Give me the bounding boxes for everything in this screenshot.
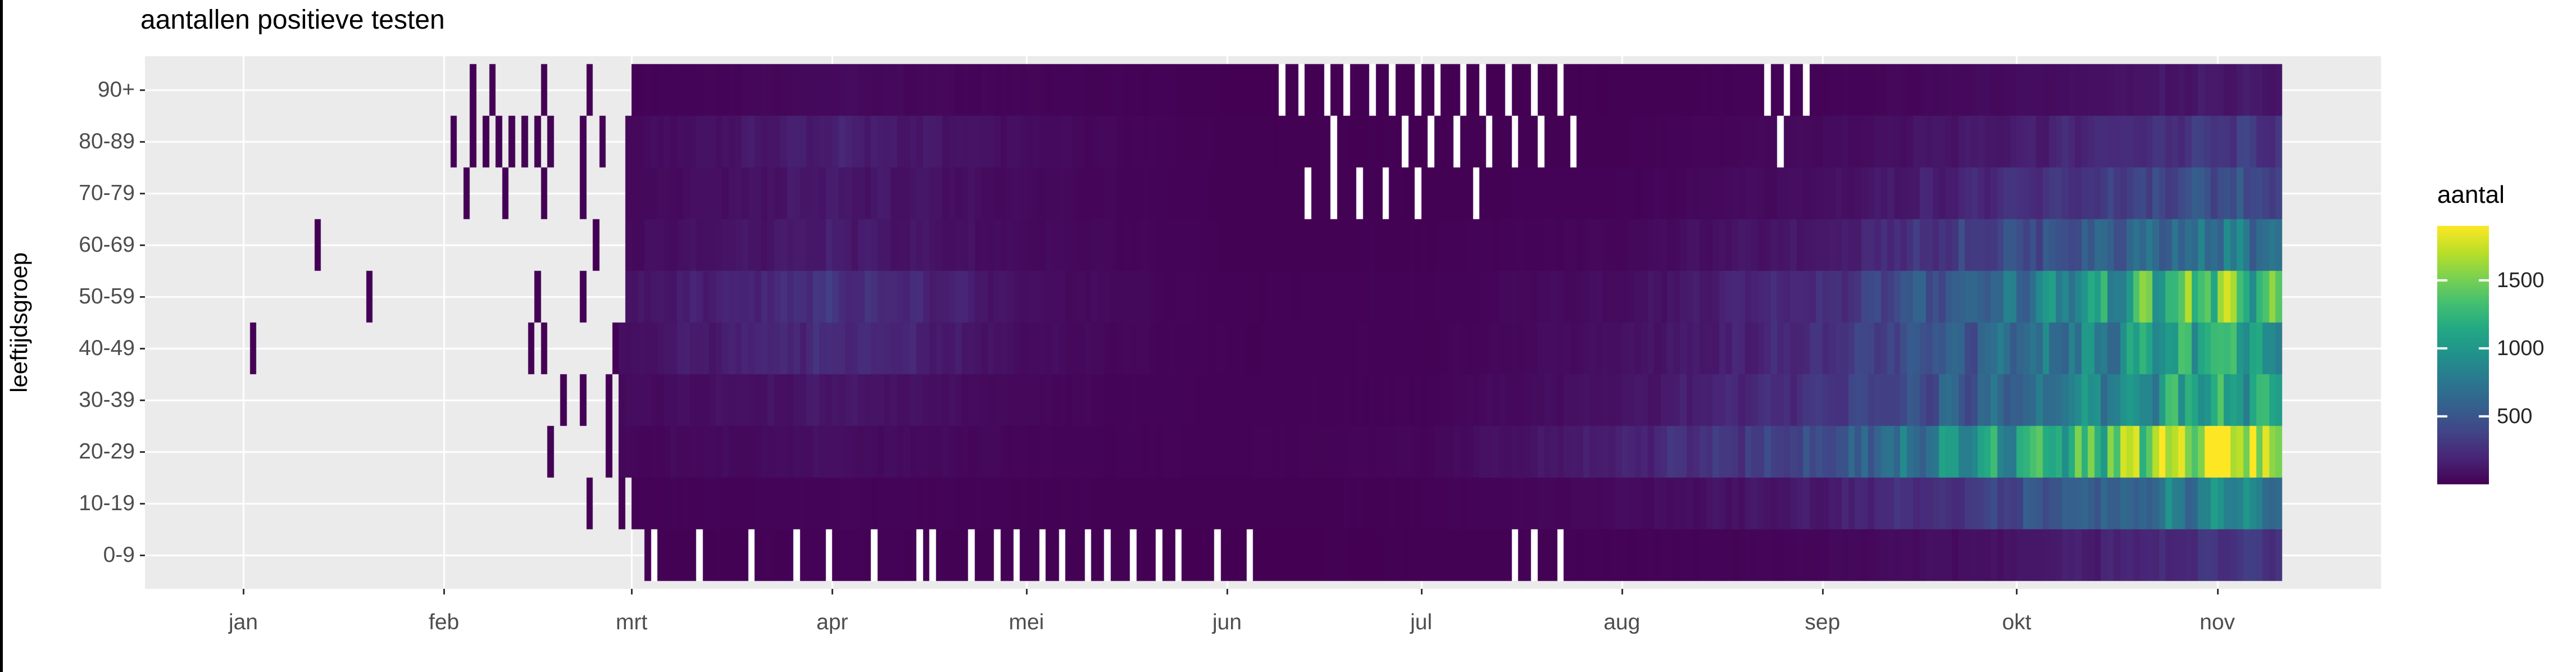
x-tick-label: jan xyxy=(228,610,258,634)
y-tick-mark xyxy=(140,89,145,91)
y-tick-mark xyxy=(140,348,145,349)
x-tick-mark xyxy=(243,589,244,594)
y-tick-label: 50-59 xyxy=(79,284,135,308)
x-tick-label: sep xyxy=(1805,610,1841,634)
chart-title: aantallen positieve testen xyxy=(140,5,445,35)
x-tick-label: nov xyxy=(2200,610,2236,634)
x-tick-mark xyxy=(832,589,834,594)
y-tick-mark xyxy=(140,141,145,143)
x-tick-mark xyxy=(1821,589,1824,594)
legend-colorbar xyxy=(2437,226,2489,484)
y-axis-title: leeftijdsgroep xyxy=(6,252,32,393)
y-tick-label: 80-89 xyxy=(79,129,135,153)
y-tick-mark xyxy=(140,193,145,194)
x-tick-mark xyxy=(2216,589,2219,594)
x-tick-mark xyxy=(1025,589,1028,594)
x-tick-label: apr xyxy=(816,610,848,634)
y-tick-label: 70-79 xyxy=(79,181,135,205)
x-tick-label: jul xyxy=(1410,610,1433,634)
x-tick-mark xyxy=(1621,589,1623,594)
x-tick-mark xyxy=(2016,589,2018,594)
legend-tick-label: 1500 xyxy=(2497,269,2545,292)
y-tick-mark xyxy=(140,399,145,401)
y-tick-label: 60-69 xyxy=(79,233,135,257)
x-tick-mark xyxy=(631,589,633,594)
x-tick-label: aug xyxy=(1603,610,1641,634)
legend-tick-label: 1000 xyxy=(2497,337,2545,360)
y-tick-mark xyxy=(140,503,145,505)
y-tick-label: 30-39 xyxy=(79,388,135,412)
x-tick-label: mei xyxy=(1008,610,1044,634)
y-tick-label: 20-29 xyxy=(79,439,135,464)
y-tick-label: 90+ xyxy=(97,78,135,102)
x-tick-label: feb xyxy=(429,610,460,634)
x-tick-mark xyxy=(443,589,446,594)
legend-title: aantal xyxy=(2437,181,2505,208)
x-tick-label: okt xyxy=(2002,610,2032,634)
y-tick-mark xyxy=(140,244,145,246)
heatmap-canvas xyxy=(145,56,2381,589)
window-left-border xyxy=(0,0,3,672)
y-tick-mark xyxy=(140,451,145,453)
plot-panel xyxy=(145,56,2381,589)
x-tick-label: jun xyxy=(1212,610,1242,634)
y-tick-label: 0-9 xyxy=(103,543,135,567)
legend-tick-label: 500 xyxy=(2497,405,2533,428)
y-tick-label: 10-19 xyxy=(79,491,135,515)
x-tick-label: mrt xyxy=(616,610,648,634)
y-tick-label: 40-49 xyxy=(79,336,135,360)
y-tick-mark xyxy=(140,555,145,556)
y-tick-mark xyxy=(140,296,145,298)
x-tick-mark xyxy=(1226,589,1229,594)
x-tick-mark xyxy=(1420,589,1423,594)
